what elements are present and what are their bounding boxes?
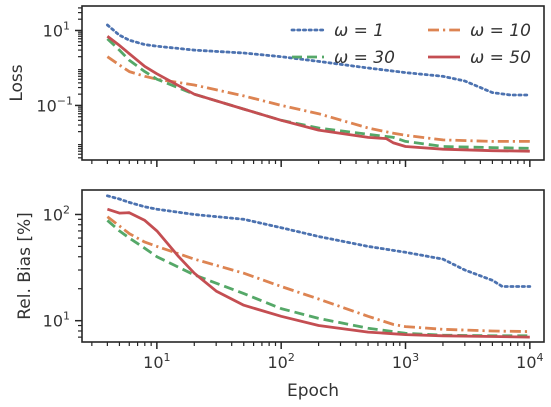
series-line-2 [106, 215, 530, 333]
x-minor-ticks [91, 342, 525, 346]
series-line-2 [106, 55, 530, 143]
legend-label-3: ω = 30 [334, 48, 395, 68]
x-tick-label: 101 [143, 351, 170, 372]
series-line-1 [106, 194, 532, 288]
y-tick-label: 10−1 [36, 94, 73, 115]
series-line-4 [106, 207, 530, 339]
series-line-3 [106, 37, 530, 150]
x-tick-label: 104 [516, 351, 543, 372]
legend-label-1: ω = 1 [334, 21, 384, 41]
y-tick-label: 101 [43, 19, 70, 40]
series-group [106, 194, 532, 339]
legend: ω = 1 ω = 10 ω = 30 ω = 50 [290, 21, 531, 68]
series-line-1 [106, 23, 532, 97]
y-axis-title: Rel. Bias [%] [15, 212, 35, 320]
x-tick-label: 102 [267, 351, 294, 372]
panel-rel-bias: 101 102 103 104 102 101 Rel. Bias [%] Epoch [15, 189, 545, 401]
x-minor-ticks [91, 160, 525, 164]
series-group [106, 23, 532, 153]
y-tick-label: 102 [43, 203, 70, 224]
panel-loss: 101 10−1 Loss ω = 1 ω = 10 ω = 30 ω = 50 [7, 5, 545, 167]
y-axis-title: Loss [7, 64, 27, 101]
y-tick-label: 101 [43, 310, 70, 331]
legend-label-4: ω = 50 [470, 48, 531, 68]
axes-frame [81, 189, 545, 343]
x-axis-title: Epoch [287, 381, 339, 401]
y-minor-ticks [78, 7, 82, 159]
series-line-4 [106, 35, 530, 153]
legend-label-2: ω = 10 [470, 21, 531, 41]
series-line-3 [106, 219, 530, 338]
x-tick-label: 103 [392, 351, 419, 372]
y-minor-ticks [78, 218, 82, 338]
